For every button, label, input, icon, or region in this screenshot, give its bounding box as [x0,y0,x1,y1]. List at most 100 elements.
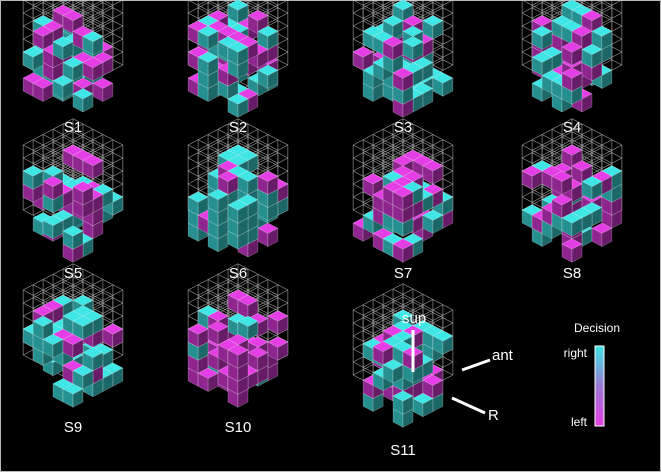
voxel-left [82,57,104,82]
voxel-right [422,15,444,40]
voxel-left [382,36,404,61]
right-axis-label: R [488,407,499,424]
subject-label: S9 [64,419,82,436]
legend-right-label: right [564,346,588,360]
voxel-right [72,88,94,113]
voxel-left [521,165,543,190]
voxel-left [551,170,573,195]
voxel-layer [22,294,124,408]
subject-panel-s8: S8 [521,118,623,282]
voxel-left [187,323,209,348]
subject-label: S10 [225,419,252,436]
voxel-right [402,36,424,61]
voxel-layer [362,309,454,428]
voxel-right [422,209,444,234]
subject-panel-s9: S9 [22,263,124,436]
legend-left-label: left [571,415,588,429]
subject-panel-s3: S3 [352,0,454,136]
voxel-left [217,170,239,195]
voxel-right [257,25,279,50]
voxel-left [82,155,104,180]
right-arrow [451,396,486,415]
voxel-left [362,173,384,198]
voxel-right [207,189,229,214]
subject-label: S11 [390,442,416,459]
voxel-left [247,347,269,372]
voxel-left [102,323,124,348]
subject-panel-s5: S5 [22,118,124,282]
legend-colorbar [594,345,605,427]
voxel-left [92,77,114,102]
voxel-layer [22,144,124,263]
voxel-left [571,160,593,185]
voxel-left [561,238,583,263]
voxel-right [62,225,84,250]
ant-label: ant [492,347,514,364]
subject-panel-s6: S6 [187,118,289,282]
voxel-left [257,222,279,247]
voxel-left [591,222,613,247]
voxel-layer [352,149,454,263]
voxel-right [591,25,613,50]
voxel-right [42,334,64,359]
voxel-right [62,57,84,82]
voxel-right [72,315,94,340]
voxel-right [531,25,553,50]
voxel-left [267,310,289,335]
voxel-right [227,93,249,118]
voxel-right [392,390,414,415]
subject-panel-s11: S11 [352,283,454,459]
voxel-left [62,334,84,359]
voxel-left [207,321,229,346]
voxel-right [257,64,279,89]
voxel-right [197,25,219,50]
voxel-right [531,51,553,76]
voxel-layer [187,144,289,258]
subject-panel-s10: S10 [187,263,289,436]
voxel-right [581,176,603,201]
voxel-left [32,77,54,102]
voxel-right [22,165,44,190]
voxel-right [392,0,414,24]
voxel-layer [352,0,454,118]
subject-label: S7 [394,265,412,282]
voxel-right [432,72,454,97]
subject-panel-s1: S1 [22,0,124,136]
subject-panel-s2: S2 [187,0,289,136]
orientation-axes: sup ant R [402,310,514,424]
voxel-layer [187,289,289,408]
voxel-left [422,374,444,399]
voxel-right [52,75,74,100]
voxel-right [62,383,84,408]
voxel-right [227,199,249,224]
voxel-layer [521,144,623,263]
voxel-left [551,194,573,219]
voxel-right [237,170,259,195]
voxel-left [392,186,414,211]
sup-label: sup [402,310,426,327]
voxel-left [257,170,279,195]
voxel-right [82,31,104,56]
voxel-left [227,344,249,369]
subject-panel-s4: S4 [521,0,623,136]
voxel-right [52,36,74,61]
voxel-layer [187,0,279,118]
voxel-right [227,41,249,66]
voxel-right [42,215,64,240]
voxel-left [267,336,289,361]
subject-panel-s7: S7 [352,118,454,282]
voxel-left [561,67,583,92]
voxel-left [32,25,54,50]
voxel-right [581,44,603,69]
panels-layer: S1 S2 S3 S4 S5 S6 S7 S8 S9 S10 S11 [22,0,623,459]
voxel-layer [531,0,613,113]
voxel-left [422,160,444,185]
voxel-right [187,191,209,216]
voxel-right [72,365,94,390]
voxel-left [402,346,424,371]
voxel-right [432,330,454,355]
voxel-left [237,294,259,319]
subject-label: S8 [563,265,581,282]
